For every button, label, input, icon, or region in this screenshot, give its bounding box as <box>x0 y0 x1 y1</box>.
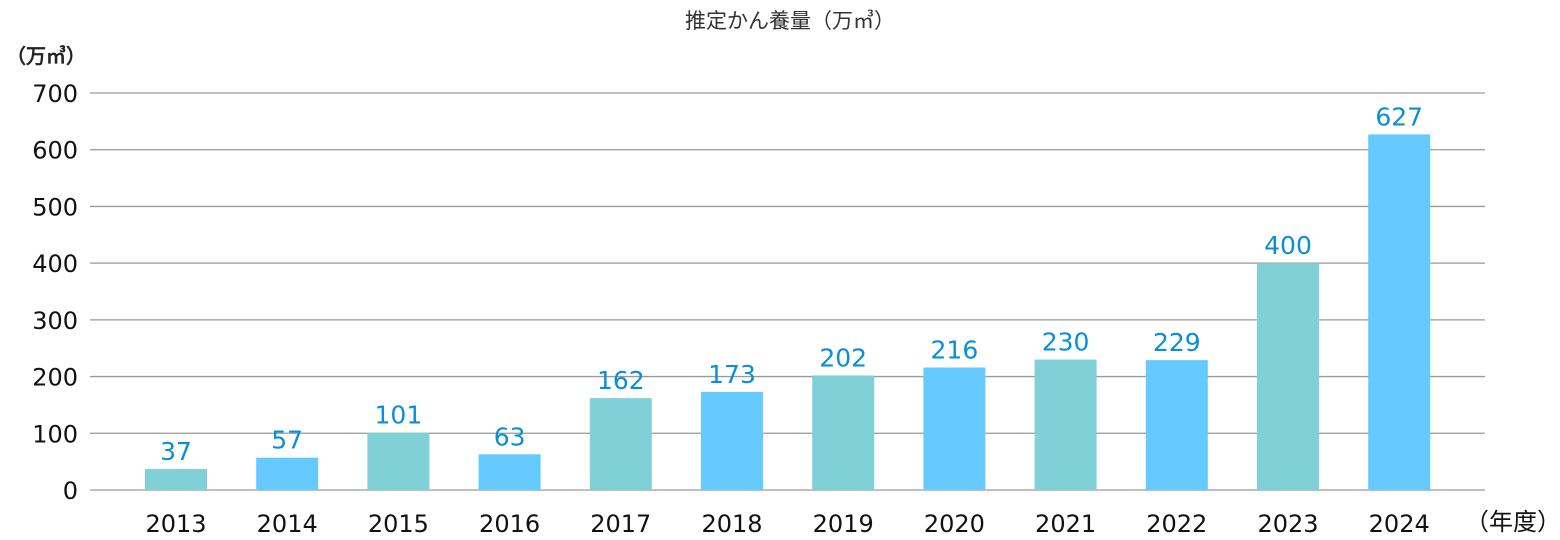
bar-2017 <box>589 398 652 490</box>
y-axis-unit-label: （万㎥） <box>6 44 86 68</box>
y-tick-label: 700 <box>32 80 78 108</box>
bar-2014 <box>256 457 319 490</box>
data-label-2015: 101 <box>375 401 423 430</box>
y-tick-label: 500 <box>32 193 78 221</box>
bar-2024 <box>1368 134 1431 490</box>
data-label-2018: 173 <box>708 360 756 389</box>
x-axis-ticks: 2013 2014 2015 2016 2017 2018 2019 2020 2021 2022… <box>145 510 1429 538</box>
chart-title: 推定かん養量（万㎥） <box>685 9 895 33</box>
y-tick-label: 0 <box>63 477 78 505</box>
y-axis-ticks: 0 100 200 300 400 500 600 700 <box>32 80 78 505</box>
x-tick-label: 2017 <box>590 510 651 538</box>
bar-2022 <box>1145 360 1208 490</box>
data-label-2019: 202 <box>819 343 867 372</box>
bar-2023 <box>1257 263 1319 490</box>
bar-2018 <box>701 391 763 490</box>
x-tick-label: 2024 <box>1369 510 1430 538</box>
x-axis-unit-label: （年度） <box>1465 508 1560 536</box>
x-tick-label: 2023 <box>1257 510 1318 538</box>
bar-2013 <box>145 469 207 490</box>
data-label-2024: 627 <box>1375 102 1423 131</box>
bars <box>145 134 1431 490</box>
bar-2016 <box>478 454 541 490</box>
data-label-2017: 162 <box>597 366 645 395</box>
data-label-2014: 57 <box>271 426 303 455</box>
data-label-2022: 229 <box>1153 328 1201 357</box>
data-labels: 37 57 101 63 162 173 202 216 230 229 400 627 <box>160 102 1423 466</box>
x-tick-label: 2018 <box>701 510 762 538</box>
bar-2015 <box>367 432 430 490</box>
data-label-2020: 216 <box>931 335 979 364</box>
x-tick-label: 2015 <box>368 510 429 538</box>
bar-2019 <box>812 375 875 490</box>
data-label-2016: 63 <box>494 422 526 451</box>
data-label-2013: 37 <box>160 437 192 466</box>
x-tick-label: 2016 <box>479 510 540 538</box>
y-tick-label: 200 <box>32 364 78 392</box>
x-tick-label: 2022 <box>1146 510 1207 538</box>
x-tick-label: 2019 <box>813 510 874 538</box>
gridlines <box>90 92 1485 491</box>
bar-2021 <box>1034 359 1097 490</box>
x-tick-label: 2021 <box>1035 510 1096 538</box>
y-tick-label: 600 <box>32 137 78 165</box>
x-tick-label: 2020 <box>924 510 985 538</box>
x-tick-label: 2014 <box>257 510 318 538</box>
bar-2020 <box>923 367 986 490</box>
data-label-2021: 230 <box>1042 328 1090 357</box>
y-tick-label: 400 <box>32 250 78 278</box>
y-tick-label: 300 <box>32 307 78 335</box>
data-label-2023: 400 <box>1264 231 1312 260</box>
x-tick-label: 2013 <box>145 510 206 538</box>
y-tick-label: 100 <box>32 420 78 448</box>
